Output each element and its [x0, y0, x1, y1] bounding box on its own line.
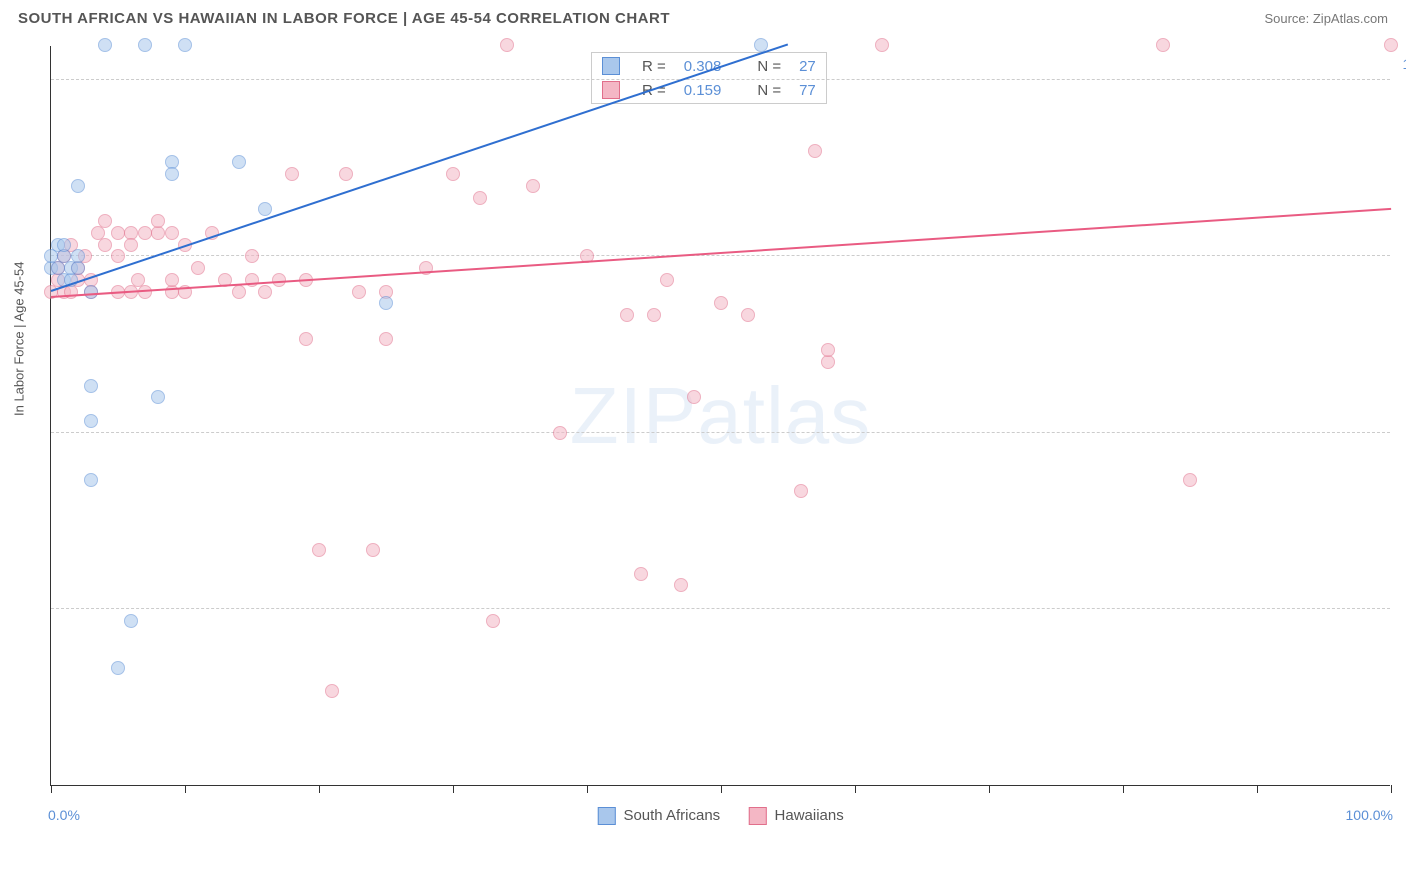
data-point	[124, 238, 138, 252]
data-point	[98, 38, 112, 52]
data-point	[98, 238, 112, 252]
data-point	[1156, 38, 1170, 52]
data-point	[138, 226, 152, 240]
x-tick	[453, 785, 454, 793]
x-tick	[721, 785, 722, 793]
data-point	[258, 202, 272, 216]
data-point	[808, 144, 822, 158]
data-point	[647, 308, 661, 322]
x-tick	[1257, 785, 1258, 793]
data-point	[98, 214, 112, 228]
x-tick	[587, 785, 588, 793]
data-point	[191, 261, 205, 275]
data-point	[232, 155, 246, 169]
data-point	[165, 167, 179, 181]
data-point	[325, 684, 339, 698]
data-point	[714, 296, 728, 310]
data-point	[84, 414, 98, 428]
data-point	[620, 308, 634, 322]
data-point	[446, 167, 460, 181]
data-point	[84, 379, 98, 393]
y-axis-title: In Labor Force | Age 45-54	[12, 261, 27, 415]
data-point	[660, 273, 674, 287]
data-point	[84, 285, 98, 299]
data-point	[339, 167, 353, 181]
chart-title: SOUTH AFRICAN VS HAWAIIAN IN LABOR FORCE…	[18, 10, 670, 27]
data-point	[379, 296, 393, 310]
x-tick	[1391, 785, 1392, 793]
data-point	[741, 308, 755, 322]
grid-line	[51, 608, 1390, 609]
y-tick-label: 100.0%	[1403, 56, 1406, 72]
data-point	[178, 38, 192, 52]
data-point	[111, 249, 125, 263]
data-point	[71, 179, 85, 193]
data-point	[379, 332, 393, 346]
series-legend: South Africans Hawaiians	[585, 807, 855, 825]
data-point	[151, 390, 165, 404]
data-point	[821, 343, 835, 357]
data-point	[299, 332, 313, 346]
data-point	[138, 38, 152, 52]
data-point	[111, 226, 125, 240]
data-point	[486, 614, 500, 628]
data-point	[124, 614, 138, 628]
data-point	[1384, 38, 1398, 52]
data-point	[151, 214, 165, 228]
grid-line	[51, 79, 1390, 80]
data-point	[71, 249, 85, 263]
data-point	[875, 38, 889, 52]
x-axis-max-label: 100.0%	[1346, 807, 1393, 823]
grid-line	[51, 432, 1390, 433]
x-tick	[1123, 785, 1124, 793]
data-point	[366, 543, 380, 557]
x-tick	[319, 785, 320, 793]
data-point	[352, 285, 366, 299]
data-point	[687, 390, 701, 404]
data-point	[258, 285, 272, 299]
data-point	[165, 226, 179, 240]
data-point	[1183, 473, 1197, 487]
watermark-text: ZIPatlas	[570, 370, 871, 462]
data-point	[285, 167, 299, 181]
x-axis-min-label: 0.0%	[48, 807, 80, 823]
data-point	[232, 285, 246, 299]
data-point	[165, 273, 179, 287]
data-point	[84, 473, 98, 487]
data-point	[473, 191, 487, 205]
data-point	[245, 249, 259, 263]
x-tick	[185, 785, 186, 793]
x-tick	[51, 785, 52, 793]
data-point	[674, 578, 688, 592]
source-label: Source: ZipAtlas.com	[1264, 11, 1388, 26]
x-tick	[855, 785, 856, 793]
x-tick	[989, 785, 990, 793]
data-point	[500, 38, 514, 52]
data-point	[634, 567, 648, 581]
data-point	[111, 661, 125, 675]
data-point	[57, 238, 71, 252]
data-point	[794, 484, 808, 498]
correlation-chart: ZIPatlas In Labor Force | Age 45-54 0.0%…	[50, 46, 1390, 786]
data-point	[312, 543, 326, 557]
data-point	[553, 426, 567, 440]
data-point	[526, 179, 540, 193]
